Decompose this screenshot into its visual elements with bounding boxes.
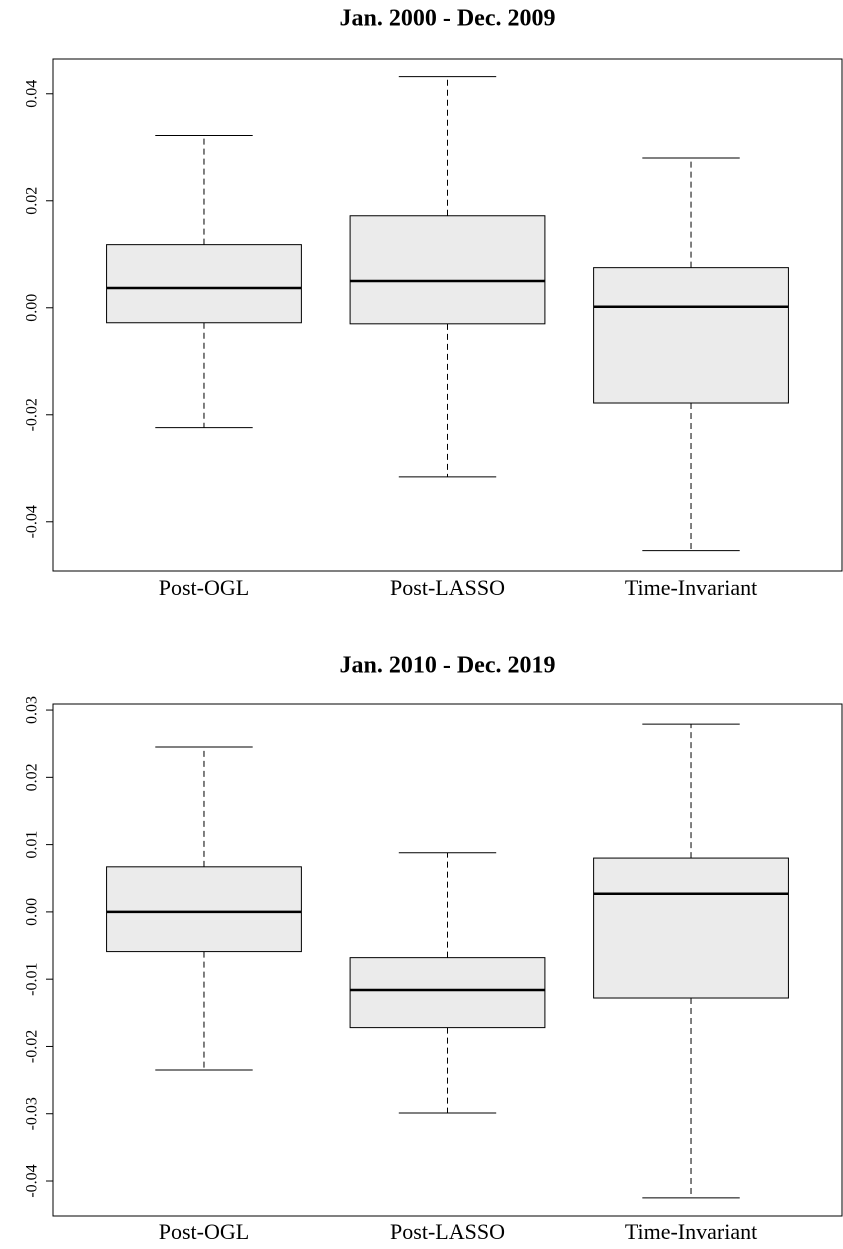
- x-tick-label: Time-Invariant: [625, 1219, 757, 1244]
- y-tick-label: 0.00: [24, 898, 41, 926]
- chart-title: Jan. 2000 - Dec. 2009: [340, 6, 556, 32]
- y-tick-label: 0.03: [24, 696, 41, 724]
- box: [593, 267, 789, 404]
- box: [106, 866, 302, 953]
- y-tick-label: 0.02: [24, 763, 41, 791]
- x-tick-label: Post-OGL: [159, 1219, 249, 1244]
- box: [349, 215, 546, 325]
- chart-title: Jan. 2010 - Dec. 2019: [340, 653, 556, 679]
- box: [349, 957, 546, 1029]
- x-tick-label: Post-LASSO: [390, 575, 505, 600]
- x-tick-label: Post-OGL: [159, 575, 249, 600]
- box: [106, 244, 302, 324]
- box: [593, 857, 789, 999]
- y-tick-label: 0.04: [24, 80, 41, 108]
- y-tick-label: 0.00: [24, 294, 41, 322]
- y-tick-label: 0.01: [24, 831, 41, 859]
- plot-frame: [52, 703, 843, 1217]
- x-tick-label: Time-Invariant: [625, 575, 757, 600]
- y-tick-label: -0.02: [24, 398, 41, 431]
- y-tick-label: 0.02: [24, 187, 41, 215]
- y-tick-label: -0.01: [24, 963, 41, 996]
- y-tick-label: -0.04: [24, 505, 41, 538]
- x-tick-label: Post-LASSO: [390, 1219, 505, 1244]
- y-tick-label: -0.02: [24, 1030, 41, 1063]
- y-tick-label: -0.04: [24, 1164, 41, 1197]
- plot-frame: [52, 58, 843, 572]
- y-tick-label: -0.03: [24, 1097, 41, 1130]
